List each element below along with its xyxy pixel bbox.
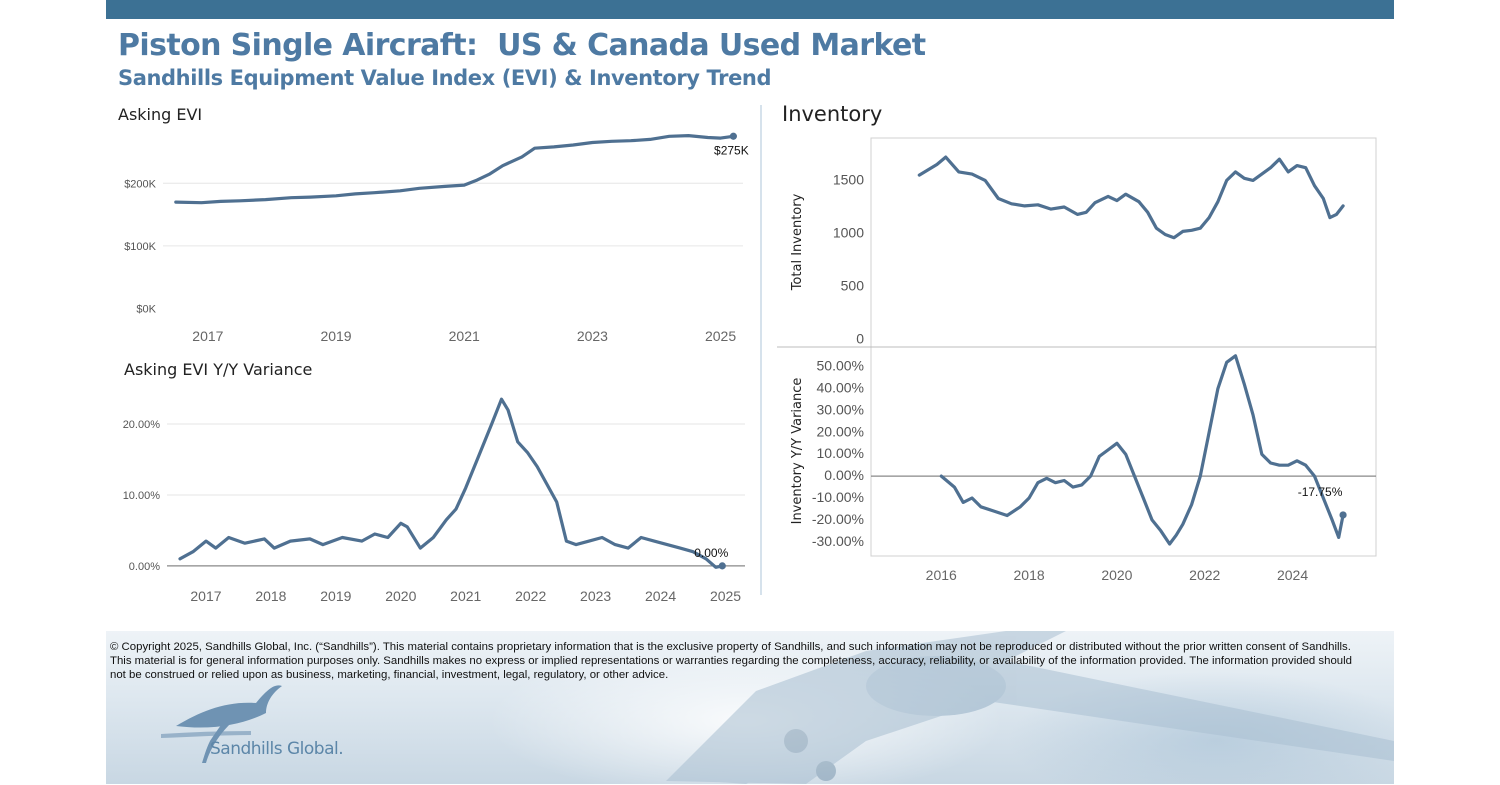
asking-evi-yy-y-tick-label: 20.00% — [123, 419, 161, 431]
asking-evi-end-label: $275K — [714, 143, 749, 157]
inventory-plot-frame — [870, 137, 1377, 348]
inventory-yy-y-tick-label: 40.00% — [817, 380, 864, 396]
asking-evi-chart: Asking EVI $0K $100K $200K 2017 2019 2021 2023 2… — [118, 105, 749, 344]
asking-evi-yy-chart: Asking EVI Y/Y Variance 0.00% 10.00% 20.00%… — [123, 360, 745, 604]
asking-evi-x-tick-label: 2021 — [449, 328, 480, 344]
inventory-y-axis-label: Total Inventory — [790, 193, 805, 291]
inventory-y-tick-label: 1000 — [833, 224, 864, 240]
inventory-yy-y-tick-label: -20.00% — [812, 511, 864, 527]
asking-evi-yy-end-point — [718, 562, 726, 570]
inventory-yy-y-tick-label: -30.00% — [812, 533, 864, 549]
inventory-yy-end-point — [1339, 511, 1347, 519]
asking-evi-x-tick-label: 2019 — [320, 328, 351, 344]
inventory-yy-y-tick-label: -10.00% — [812, 489, 864, 505]
inventory-yy-x-tick-label: 2024 — [1277, 567, 1308, 583]
asking-evi-series-line — [174, 134, 736, 205]
page-subtitle: Sandhills Equipment Value Index (EVI) & … — [118, 66, 772, 90]
footer: © Copyright 2025, Sandhills Global, Inc.… — [106, 631, 1394, 784]
inventory-yy-x-tick-label: 2022 — [1189, 567, 1220, 583]
inventory-yy-x-tick-label: 2020 — [1101, 567, 1132, 583]
copyright-notice: © Copyright 2025, Sandhills Global, Inc.… — [110, 641, 1352, 681]
asking-evi-yy-title: Asking EVI Y/Y Variance — [124, 360, 312, 379]
asking-evi-y-tick-label: $0K — [136, 304, 156, 316]
asking-evi-title: Asking EVI — [118, 105, 202, 124]
asking-evi-yy-series-line — [178, 397, 724, 569]
inventory-y-tick-label: 0 — [856, 331, 864, 347]
page-title: Piston Single Aircraft: US & Canada Used… — [118, 28, 926, 63]
crane-logo-icon — [161, 685, 282, 763]
inventory-yy-x-tick-label: 2018 — [1014, 567, 1045, 583]
company-logo-text: Sandhills Global. — [210, 739, 344, 759]
asking-evi-x-tick-label: 2023 — [577, 328, 608, 344]
asking-evi-yy-x-tick-label: 2021 — [450, 588, 481, 604]
asking-evi-yy-y-tick-label: 10.00% — [123, 490, 161, 502]
inventory-yy-y-tick-label: 50.00% — [817, 358, 864, 374]
charts-canvas: Asking EVI $0K $100K $200K 2017 2019 2021 2023 2… — [118, 102, 1377, 604]
inventory-series-line — [917, 155, 1345, 240]
asking-evi-yy-x-tick-label: 2023 — [580, 588, 611, 604]
inventory-chart: Inventory Total Inventory 0 500 1000 1500 — [782, 102, 1345, 347]
asking-evi-yy-y-tick-label: 0.00% — [129, 561, 160, 573]
inventory-y-tick-label: 1500 — [833, 171, 864, 187]
inventory-y-tick-label: 500 — [841, 278, 865, 294]
asking-evi-yy-x-tick-label: 2024 — [645, 588, 676, 604]
inventory-yy-x-tick-label: 2016 — [926, 567, 957, 583]
asking-evi-yy-x-tick-label: 2022 — [515, 588, 546, 604]
asking-evi-yy-x-tick-label: 2025 — [710, 588, 741, 604]
inventory-title: Inventory — [782, 102, 882, 126]
inventory-yy-y-axis-label: Inventory Y/Y Variance — [790, 378, 805, 525]
asking-evi-yy-end-label: 0.00% — [694, 546, 728, 560]
inventory-yy-y-tick-label: 20.00% — [817, 423, 864, 439]
inventory-yy-y-tick-label: 10.00% — [817, 445, 864, 461]
asking-evi-y-tick-label: $100K — [124, 241, 156, 253]
asking-evi-yy-x-tick-label: 2018 — [255, 588, 286, 604]
airplane-background-image — [161, 631, 1394, 784]
asking-evi-end-point — [729, 132, 737, 140]
asking-evi-yy-x-tick-label: 2020 — [385, 588, 416, 604]
inventory-yy-chart: Inventory Y/Y Variance -30.00% -20.00% -10.… — [790, 354, 1376, 583]
inventory-yy-series-line — [939, 354, 1345, 546]
inventory-yy-end-label: -17.75% — [1298, 485, 1343, 499]
asking-evi-x-tick-label: 2017 — [192, 328, 223, 344]
inventory-yy-y-tick-label: 30.00% — [817, 401, 864, 417]
top-banner — [106, 0, 1394, 19]
asking-evi-y-tick-label: $200K — [124, 178, 156, 190]
inventory-yy-y-tick-label: 0.00% — [824, 467, 864, 483]
asking-evi-x-tick-label: 2025 — [705, 328, 736, 344]
asking-evi-yy-x-tick-label: 2017 — [190, 588, 221, 604]
asking-evi-yy-x-tick-label: 2019 — [320, 588, 351, 604]
